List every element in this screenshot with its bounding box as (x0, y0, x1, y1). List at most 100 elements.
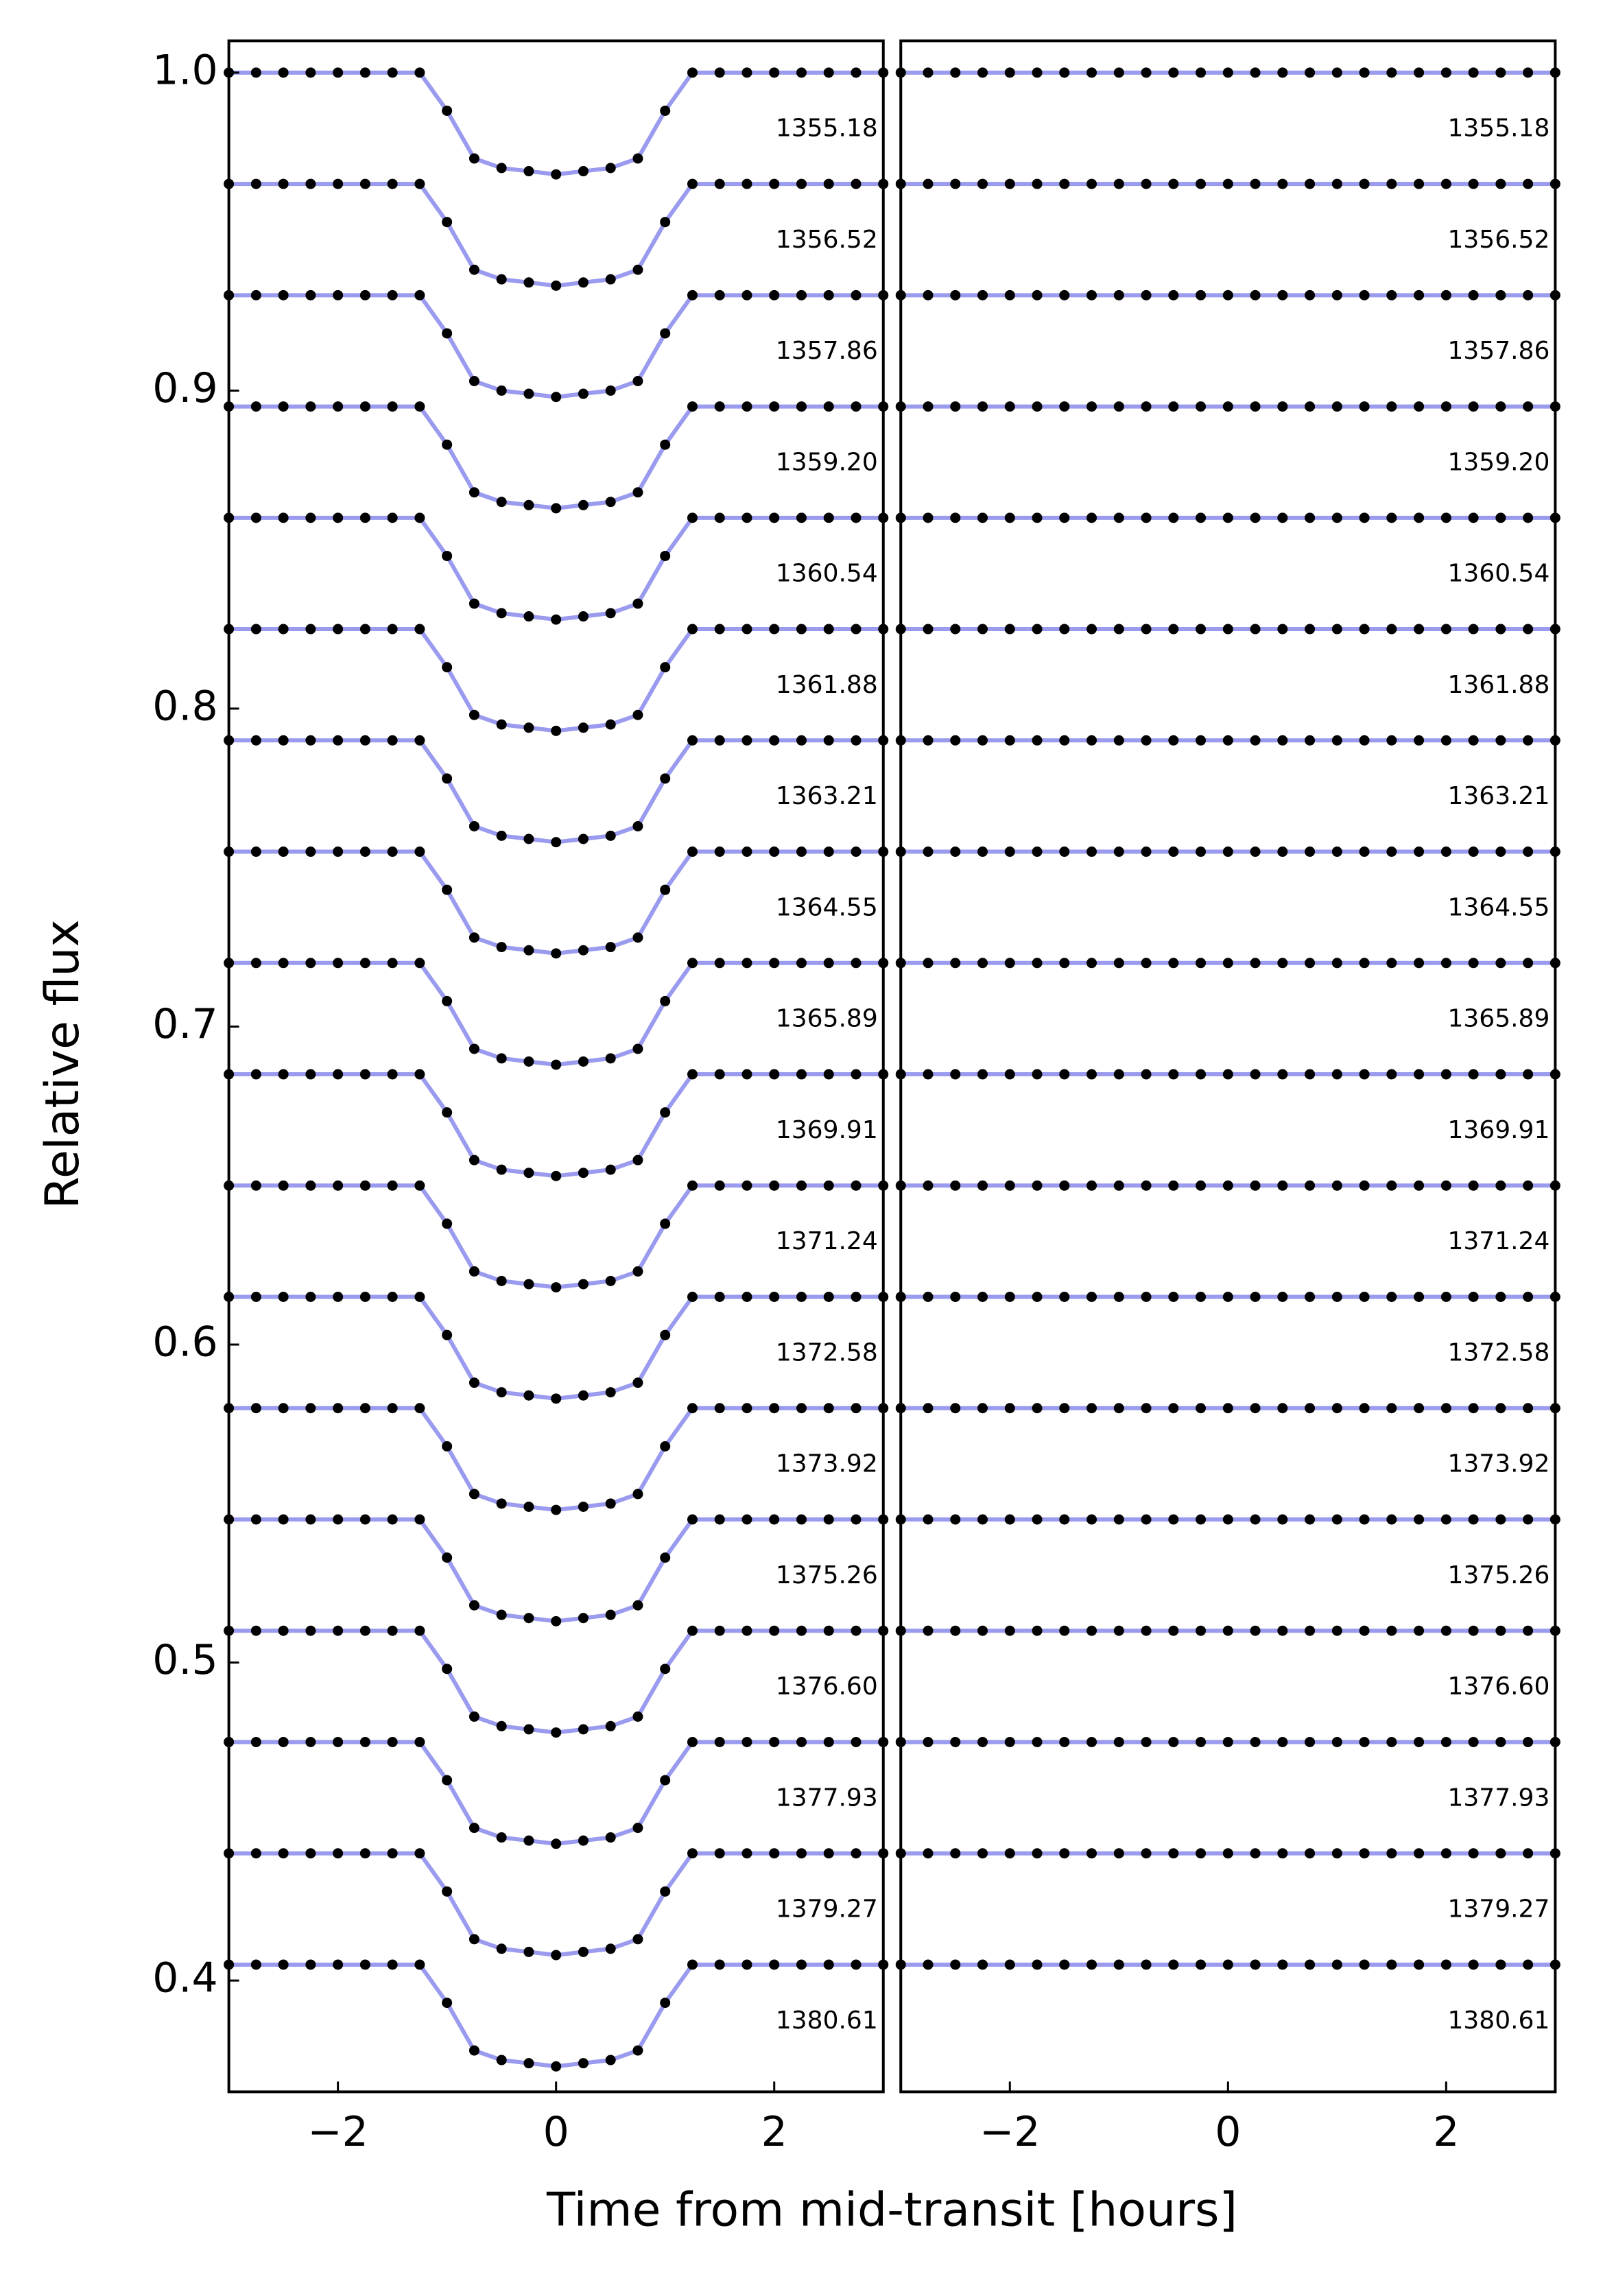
data-point (660, 1664, 671, 1674)
data-point (414, 1403, 425, 1414)
data-point (442, 773, 453, 784)
data-point (1004, 512, 1015, 523)
data-point (578, 2058, 589, 2069)
data-point (387, 1403, 398, 1414)
series-label: 1376.60 (776, 1672, 878, 1701)
data-point (687, 1959, 698, 1970)
data-point (1087, 401, 1097, 412)
data-point (496, 385, 507, 396)
data-point (660, 328, 671, 339)
data-point (1196, 512, 1207, 523)
data-point (1440, 1403, 1451, 1414)
data-point (741, 624, 752, 635)
data-point (1250, 289, 1261, 300)
data-point (605, 1387, 616, 1398)
data-point (823, 1069, 834, 1080)
data-point (660, 550, 671, 561)
data-point (1168, 1848, 1179, 1859)
data-point (578, 388, 589, 399)
data-point (496, 1832, 507, 1843)
data-point (359, 67, 370, 78)
data-point (796, 1180, 807, 1191)
data-point (823, 1403, 834, 1414)
data-point (632, 820, 643, 831)
data-point (923, 958, 934, 969)
y-tick-label: 0.9 (152, 364, 217, 412)
data-point (305, 1848, 316, 1859)
data-point (796, 1848, 807, 1859)
data-point (414, 1736, 425, 1747)
data-point (1277, 624, 1288, 635)
data-point (977, 67, 988, 78)
data-point (1059, 1403, 1070, 1414)
data-point (1440, 847, 1451, 857)
data-point (605, 1943, 616, 1954)
data-point (278, 1959, 289, 1970)
data-point (305, 624, 316, 635)
data-point (687, 1514, 698, 1525)
data-point (1087, 1403, 1097, 1414)
data-point (1113, 735, 1124, 746)
data-point (851, 1625, 862, 1636)
data-point (1141, 847, 1152, 857)
data-point (359, 401, 370, 412)
data-point (305, 1959, 316, 1970)
data-point (1168, 1625, 1179, 1636)
series-label: 1357.86 (776, 337, 878, 365)
x-tick-label: 2 (761, 2108, 787, 2156)
data-point (1468, 401, 1479, 412)
data-point (1440, 178, 1451, 189)
data-point (305, 1180, 316, 1191)
data-point (1468, 847, 1479, 857)
data-point (1414, 1514, 1425, 1525)
data-point (1168, 401, 1179, 412)
data-point (950, 67, 961, 78)
data-point (278, 958, 289, 969)
data-point (305, 1514, 316, 1525)
series-label: 1356.52 (776, 226, 878, 254)
data-point (442, 105, 453, 116)
data-point (496, 1275, 507, 1286)
data-point (769, 1292, 780, 1303)
data-point (1305, 624, 1316, 635)
series-label: 1373.92 (776, 1450, 878, 1478)
data-point (1113, 512, 1124, 523)
data-point (359, 847, 370, 857)
data-point (796, 289, 807, 300)
data-point (977, 1292, 988, 1303)
data-point (977, 1069, 988, 1080)
data-point (468, 1155, 479, 1165)
data-point (660, 995, 671, 1006)
data-point (359, 1292, 370, 1303)
data-point (1495, 1959, 1506, 1970)
data-point (578, 945, 589, 956)
data-point (632, 487, 643, 498)
data-point (1331, 401, 1342, 412)
data-point (305, 512, 316, 523)
data-point (551, 1282, 562, 1293)
data-point (468, 1043, 479, 1054)
data-point (851, 735, 862, 746)
data-point (741, 735, 752, 746)
data-point (660, 217, 671, 228)
data-point (741, 1959, 752, 1970)
data-point (523, 1613, 534, 1624)
data-point (605, 719, 616, 730)
data-point (605, 163, 616, 174)
data-point (1113, 1180, 1124, 1191)
data-point (278, 847, 289, 857)
data-point (796, 1292, 807, 1303)
data-point (632, 1266, 643, 1277)
data-point (1168, 1959, 1179, 1970)
data-point (851, 1959, 862, 1970)
panel: 1355.18 1356.52 1357.86 1359.20 1360.54 1361.… (224, 67, 889, 2072)
data-point (305, 178, 316, 189)
data-point (741, 1625, 752, 1636)
data-point (1495, 1736, 1506, 1747)
series-label: 1359.20 (1448, 448, 1550, 476)
data-point (1141, 289, 1152, 300)
data-point (1087, 67, 1097, 78)
data-point (687, 512, 698, 523)
data-point (1141, 1403, 1152, 1414)
data-point (950, 401, 961, 412)
